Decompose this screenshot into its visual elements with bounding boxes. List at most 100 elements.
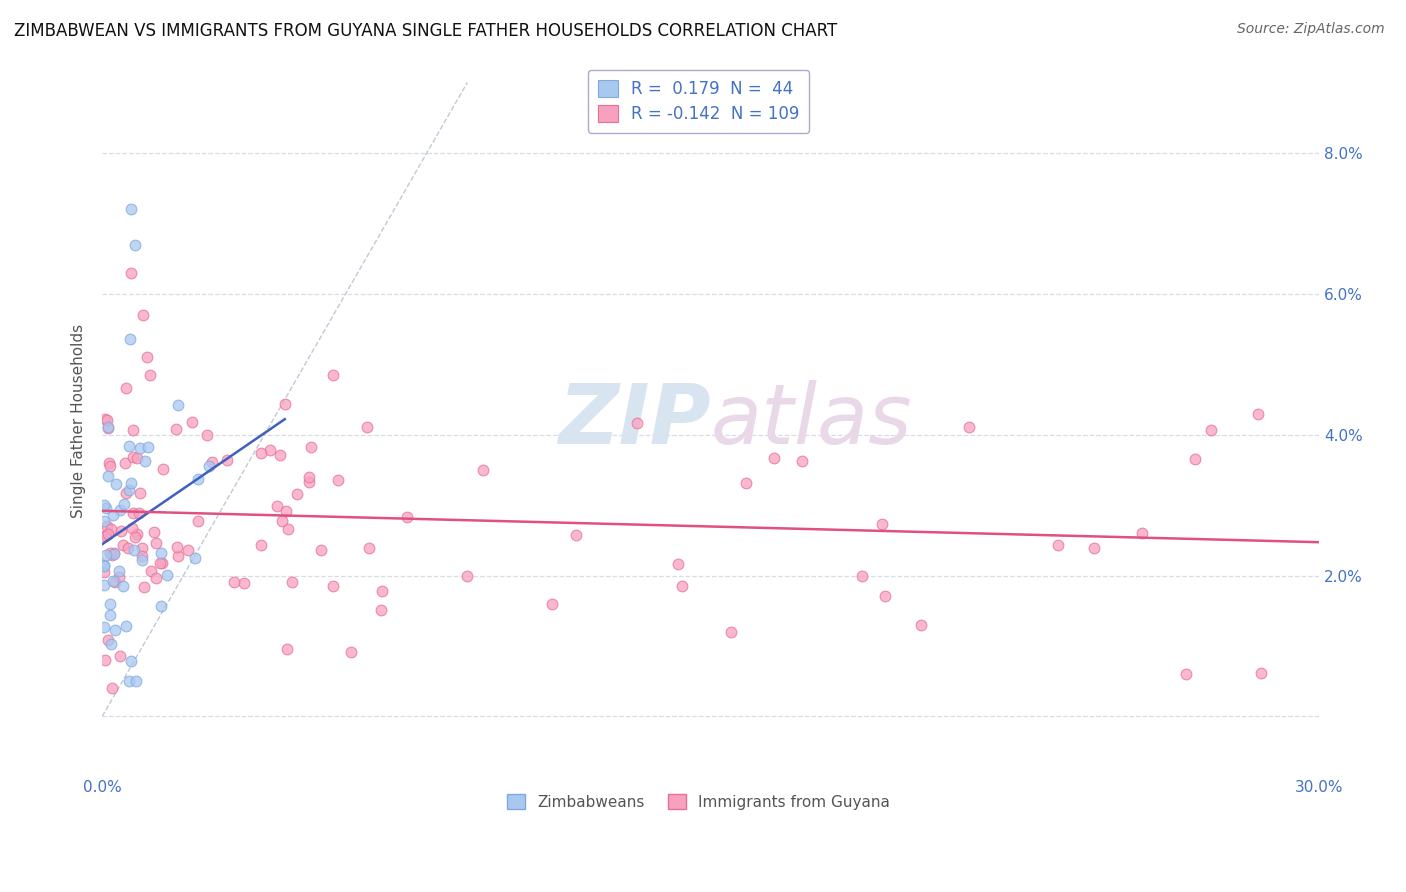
Point xyxy=(1184,451,1206,466)
Point xyxy=(139,368,162,383)
Point xyxy=(97,420,120,434)
Point xyxy=(1247,407,1270,421)
Point xyxy=(101,548,124,562)
Point xyxy=(280,574,302,589)
Point xyxy=(122,506,145,520)
Point xyxy=(132,580,155,594)
Point xyxy=(671,579,693,593)
Point xyxy=(104,574,127,589)
Point xyxy=(150,556,173,570)
Point xyxy=(177,543,200,558)
Point xyxy=(250,538,273,552)
Point xyxy=(136,440,159,454)
Point xyxy=(100,608,122,623)
Point xyxy=(117,541,139,555)
Point xyxy=(97,421,120,435)
Point xyxy=(957,420,980,434)
Point xyxy=(121,521,143,535)
Point xyxy=(131,549,153,564)
Point xyxy=(565,528,588,542)
Point xyxy=(131,553,153,567)
Point xyxy=(1175,667,1198,681)
Point xyxy=(541,597,564,611)
Point xyxy=(118,439,141,453)
Point xyxy=(100,637,122,651)
Point xyxy=(101,508,124,523)
Text: atlas: atlas xyxy=(710,380,912,461)
Point xyxy=(125,674,148,689)
Point xyxy=(152,462,174,476)
Point xyxy=(1201,423,1223,437)
Point xyxy=(97,633,120,648)
Point xyxy=(96,412,118,426)
Point xyxy=(103,574,125,588)
Point xyxy=(129,486,152,500)
Point xyxy=(370,603,392,617)
Point xyxy=(107,569,129,583)
Point xyxy=(298,469,321,483)
Point xyxy=(851,569,873,583)
Point xyxy=(96,519,118,533)
Point xyxy=(666,557,689,571)
Point xyxy=(298,475,321,489)
Point xyxy=(97,527,120,541)
Point xyxy=(127,526,149,541)
Point xyxy=(139,564,162,578)
Point xyxy=(720,624,742,639)
Point xyxy=(128,506,150,520)
Point xyxy=(115,381,138,395)
Point xyxy=(118,332,141,346)
Point xyxy=(359,541,381,555)
Point xyxy=(104,623,127,637)
Point xyxy=(118,483,141,497)
Point xyxy=(875,589,897,603)
Point xyxy=(270,514,292,528)
Point xyxy=(328,474,350,488)
Point xyxy=(136,350,159,364)
Point xyxy=(93,498,115,512)
Point xyxy=(114,456,136,470)
Point xyxy=(104,477,127,491)
Point xyxy=(93,558,115,573)
Point xyxy=(276,504,298,518)
Point xyxy=(98,546,121,560)
Point xyxy=(93,515,115,529)
Point xyxy=(187,515,209,529)
Point xyxy=(395,510,418,524)
Point xyxy=(456,569,478,583)
Point xyxy=(112,538,135,552)
Point xyxy=(120,476,142,491)
Point xyxy=(197,459,219,474)
Point xyxy=(108,564,131,578)
Legend: Zimbabweans, Immigrants from Guyana: Zimbabweans, Immigrants from Guyana xyxy=(501,788,896,816)
Text: Source: ZipAtlas.com: Source: ZipAtlas.com xyxy=(1237,22,1385,37)
Point xyxy=(870,516,893,531)
Point xyxy=(184,551,207,566)
Point xyxy=(150,599,173,614)
Point xyxy=(100,522,122,536)
Point xyxy=(94,411,117,425)
Point xyxy=(285,487,308,501)
Point xyxy=(121,423,143,437)
Point xyxy=(215,452,238,467)
Point xyxy=(124,530,146,544)
Point xyxy=(340,645,363,659)
Point xyxy=(94,529,117,543)
Point xyxy=(110,503,132,517)
Point xyxy=(98,459,121,474)
Point xyxy=(371,583,394,598)
Point xyxy=(910,618,932,632)
Point xyxy=(165,422,187,436)
Point xyxy=(100,681,122,696)
Point xyxy=(118,674,141,689)
Point xyxy=(115,619,138,633)
Point xyxy=(1250,665,1272,680)
Y-axis label: Single Father Households: Single Father Households xyxy=(72,324,86,517)
Point xyxy=(201,455,224,469)
Point xyxy=(134,454,156,468)
Point xyxy=(94,653,117,667)
Text: ZIP: ZIP xyxy=(558,380,710,461)
Point xyxy=(120,654,142,668)
Point xyxy=(145,571,167,585)
Point xyxy=(273,396,295,410)
